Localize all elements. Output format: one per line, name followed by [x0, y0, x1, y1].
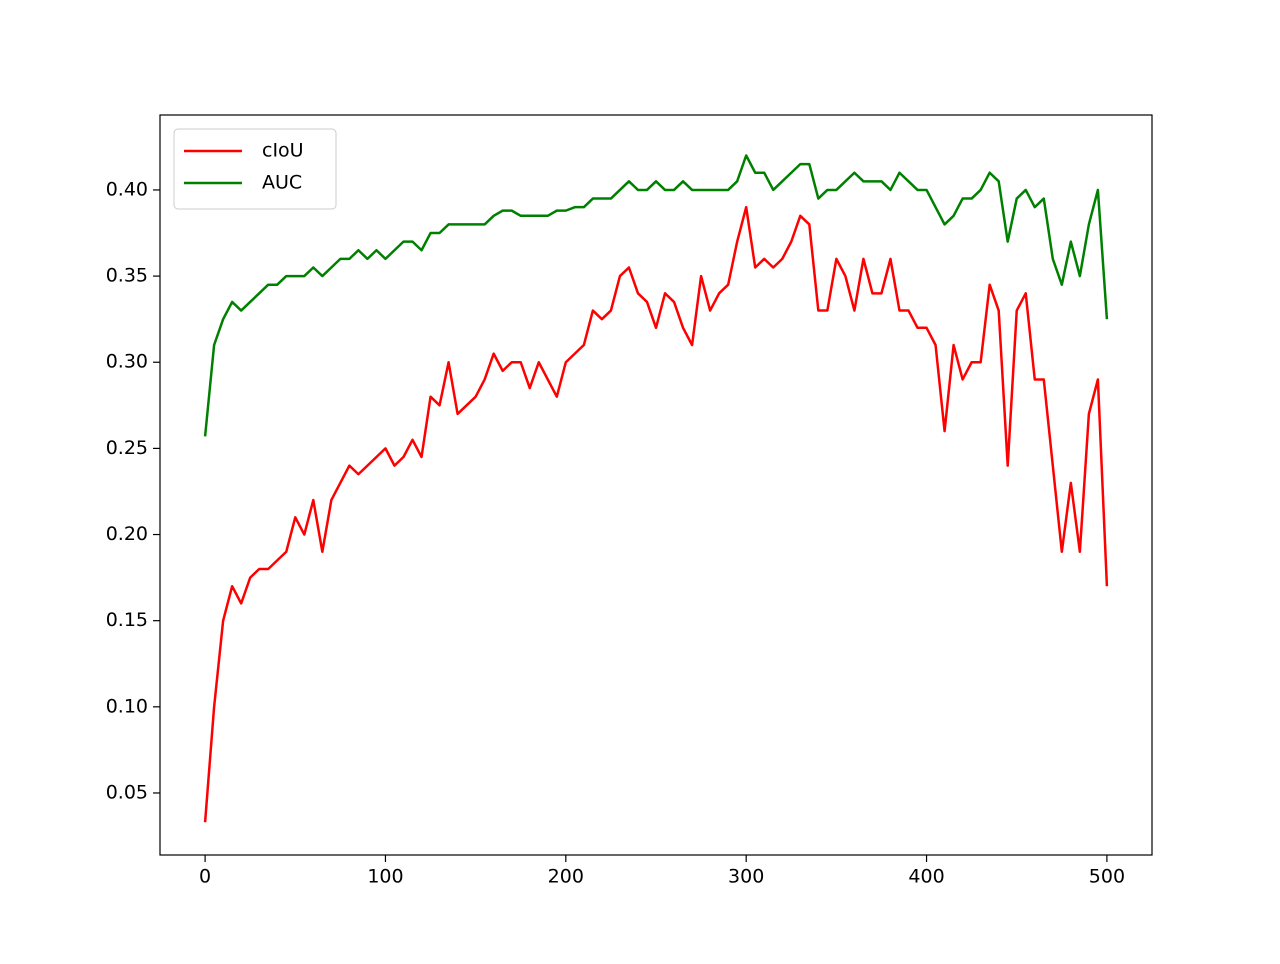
y-tick-label: 0.20 [106, 523, 148, 545]
y-tick-label: 0.35 [106, 265, 148, 287]
data-line [203, 154, 1109, 437]
y-tick-label: 0.15 [106, 609, 148, 631]
x-tick-label: 0 [199, 866, 211, 888]
legend-box [173, 128, 337, 210]
x-tick-label: 200 [548, 866, 584, 888]
x-tick-label: 300 [728, 866, 764, 888]
x-tick-label: 500 [1089, 866, 1125, 888]
plot-frame [159, 114, 1153, 856]
x-tick-label: 400 [908, 866, 944, 888]
y-tick-label: 0.10 [106, 695, 148, 717]
legend-label: AUC [262, 172, 302, 194]
x-tick-label: 100 [367, 866, 403, 888]
y-tick-label: 0.40 [106, 178, 148, 200]
legend-label: cIoU [262, 140, 304, 162]
data-line [203, 205, 1109, 823]
y-tick-label: 0.25 [106, 437, 148, 459]
y-tick-label: 0.05 [106, 781, 148, 803]
y-tick-label: 0.30 [106, 351, 148, 373]
